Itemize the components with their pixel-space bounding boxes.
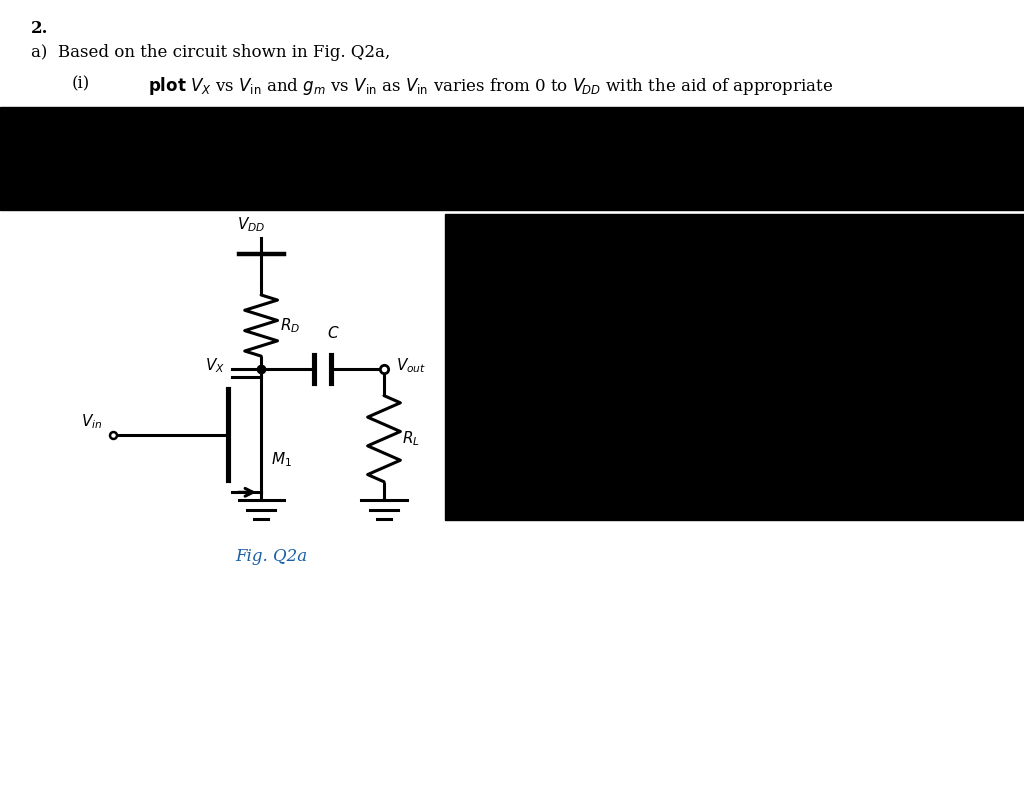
Text: 2.: 2. bbox=[31, 20, 48, 37]
Bar bbox=[0, 107, 1024, 210]
Text: Fig. Q2a: Fig. Q2a bbox=[236, 548, 307, 565]
Text: (7 Marks): (7 Marks) bbox=[916, 190, 998, 206]
Text: $V_{DD}$: $V_{DD}$ bbox=[237, 215, 265, 234]
Text: $\mathbf{determine}$ a new circuit technique to mitigate the design issue throug: $\mathbf{determine}$ a new circuit techn… bbox=[148, 152, 925, 174]
Bar bbox=[445, 214, 1024, 520]
Text: $V_X$: $V_X$ bbox=[205, 356, 224, 375]
Text: $V_{out}$: $V_{out}$ bbox=[396, 356, 427, 375]
Text: a)  Based on the circuit shown in Fig. Q2a,: a) Based on the circuit shown in Fig. Q2… bbox=[31, 44, 390, 60]
Text: $C$: $C$ bbox=[327, 326, 339, 341]
Text: $R_D$: $R_D$ bbox=[280, 316, 300, 335]
Text: (i): (i) bbox=[72, 75, 90, 92]
Text: $R_L$: $R_L$ bbox=[402, 430, 420, 448]
Text: $\mathbf{plot}$ $V_X$ vs $V_{\mathrm{in}}$ and $g_m$ vs $V_{\mathrm{in}}$ as $V_: $\mathbf{plot}$ $V_X$ vs $V_{\mathrm{in}… bbox=[148, 75, 834, 98]
Text: (ii): (ii) bbox=[72, 152, 95, 168]
Text: $M_1$: $M_1$ bbox=[271, 451, 292, 469]
Text: (8 Marks): (8 Marks) bbox=[916, 114, 998, 130]
Text: $V_{in}$: $V_{in}$ bbox=[81, 412, 102, 430]
Text: equations.: equations. bbox=[148, 114, 236, 130]
